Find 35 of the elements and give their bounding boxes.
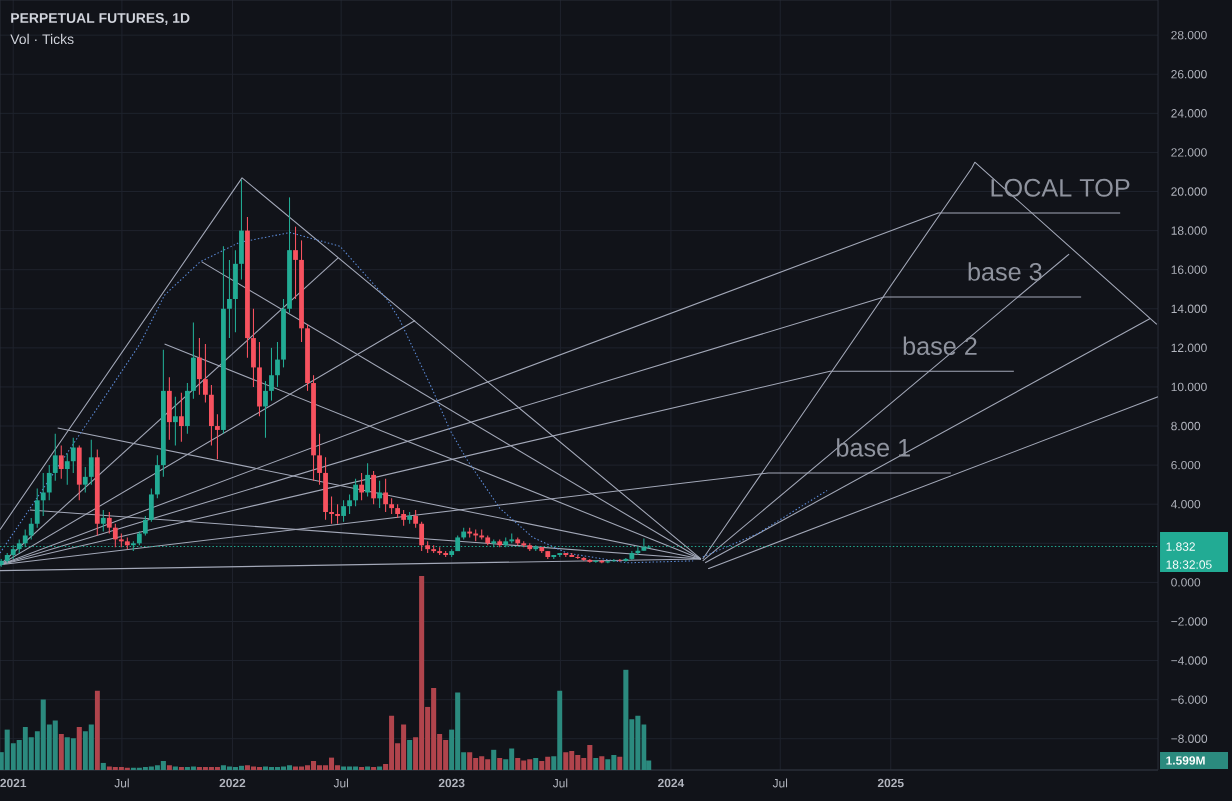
y-tick-label: 14.000 [1171,304,1207,314]
y-tick-label: −2.000 [1171,617,1208,626]
y-tick-label: 28.000 [1171,30,1207,40]
x-tick-label: 2025 [877,778,904,788]
y-tick-label: 24.000 [1171,109,1207,118]
y-tick-label: −4.000 [1171,656,1208,665]
y-tick-label: 12.000 [1171,343,1207,353]
x-tick-label: 2022 [219,778,246,788]
y-tick-label: 6.000 [1171,460,1201,470]
y-tick-label: 4.000 [1170,499,1201,509]
x-tick-label: Jul [772,778,788,788]
y-tick-label: 22.000 [1171,148,1207,157]
y-tick-label: 20.000 [1171,187,1207,196]
annotation: base 3 [968,262,1042,281]
x-tick-label: Jul [552,778,568,788]
y-tick-label: 16.000 [1171,265,1207,274]
text: Vol · Ticks [10,33,74,45]
ref-line-label: 1.832 [1166,542,1195,551]
y-tick-label: 0.000 [1171,578,1201,587]
y-tick-label: 18.000 [1171,226,1207,235]
y-tick-label: −8.000 [1171,734,1208,743]
x-tick-label: Jul [114,778,129,788]
y-tick-label: 26.000 [1171,70,1207,79]
text: 18:32:05 [1166,560,1212,569]
x-tick-label: Jul [333,778,348,788]
x-tick-label: 2024 [658,778,685,788]
text: PERPETUAL FUTURES, 1D [11,13,190,25]
x-tick-label: 2023 [438,778,465,788]
annotation: base 1 [837,438,910,457]
x-tick-label: 2021 [0,778,27,788]
annotation: base 2 [903,336,977,356]
text: 1.599M [1166,756,1205,765]
y-tick-label: −6.000 [1171,695,1208,704]
y-tick-label: 10.000 [1171,382,1207,392]
y-tick-label: 8.000 [1171,421,1201,431]
